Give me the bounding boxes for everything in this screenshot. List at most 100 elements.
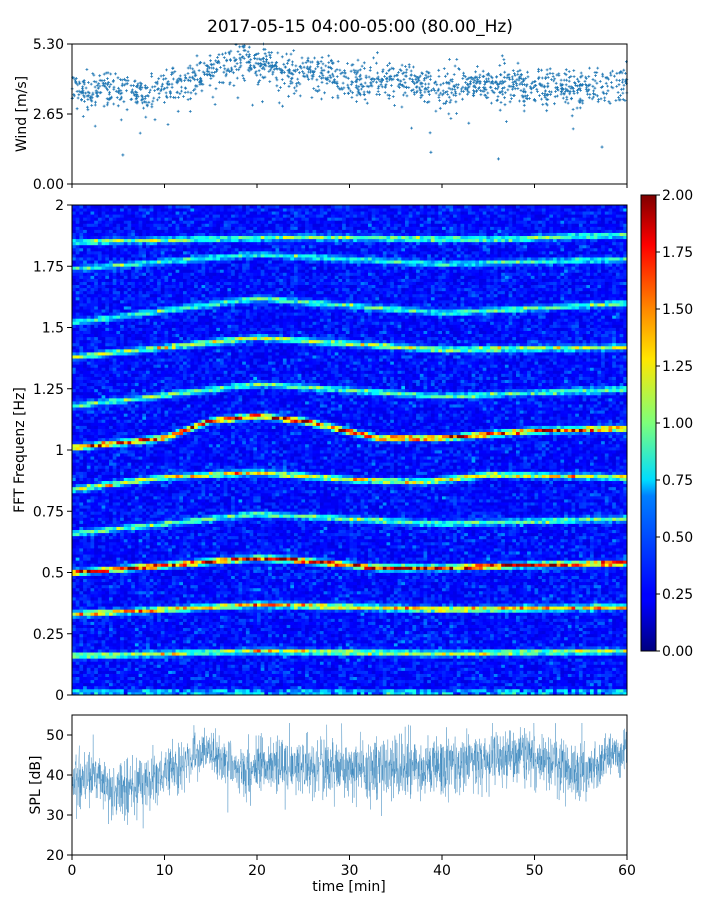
spectrogram-cell <box>142 327 147 331</box>
spectrogram-cell <box>75 352 80 356</box>
spectrogram-cell <box>149 422 154 426</box>
spectrogram-cell <box>142 511 147 515</box>
spectrogram-cell <box>153 388 158 393</box>
spectrogram-cell <box>149 266 154 270</box>
spectrogram-cell <box>83 572 88 576</box>
spectrogram-cell <box>79 489 84 494</box>
wind-axes-frame <box>71 43 628 185</box>
spectrogram-cell <box>120 554 125 558</box>
spectrogram-cell <box>142 388 147 393</box>
spectrogram-cell <box>149 658 154 662</box>
spectrogram-cell <box>146 639 151 644</box>
spectrogram-cell <box>90 572 95 576</box>
spectrogram-cell <box>149 312 154 316</box>
spectrogram-cell <box>116 615 121 619</box>
spectrogram-cell <box>149 679 154 684</box>
spectrogram-cell <box>175 676 180 681</box>
spectrogram-cell <box>86 306 91 310</box>
spectrogram-cell <box>164 376 169 380</box>
spectrogram-cell <box>72 587 77 592</box>
spectrogram-cell <box>175 422 180 426</box>
spectrogram-cell <box>79 679 84 684</box>
spectrogram-cell <box>142 333 147 338</box>
spectrogram-cell <box>183 220 188 224</box>
spectrogram-cell <box>72 673 77 678</box>
spectrogram-cell <box>75 600 80 604</box>
spectrogram-cell <box>120 450 125 454</box>
spectrogram-cell <box>120 551 125 555</box>
spectrogram-cell <box>83 520 88 524</box>
spectrogram-cell <box>175 205 180 209</box>
spectrogram-cell <box>142 548 147 552</box>
spectrogram-cell <box>116 385 121 390</box>
spectrogram-cell <box>134 658 139 662</box>
spectrogram-cell <box>134 348 139 353</box>
spectrogram-cell <box>160 217 165 221</box>
spectrogram-cell <box>131 652 136 656</box>
spectrogram-cell <box>123 630 128 635</box>
spectrogram-cell <box>79 685 84 690</box>
spectrogram-cell <box>142 642 147 647</box>
spectrogram-cell <box>90 535 95 540</box>
spectrogram-cell <box>183 548 188 552</box>
spectrogram-cell <box>146 615 151 619</box>
spectrogram-cell <box>168 394 173 399</box>
spectrogram-cell <box>179 410 184 414</box>
spectrogram-cell <box>112 208 117 212</box>
spectrogram-cell <box>97 471 102 475</box>
spectrogram-cell <box>134 502 139 506</box>
spectrogram-cell <box>168 269 173 273</box>
spectrogram-cell <box>134 425 139 429</box>
spectrogram-cell <box>168 624 173 629</box>
spectrogram-cell <box>120 652 125 656</box>
spectrogram-cell <box>120 425 125 429</box>
spectrogram-cell <box>83 462 88 466</box>
spectrogram-cell <box>79 355 84 359</box>
spectrogram-cell <box>86 309 91 313</box>
spectrogram-cell <box>79 462 84 466</box>
spectrogram-cell <box>86 394 91 399</box>
spectrogram-cell <box>175 511 180 515</box>
spectrogram-cell <box>94 309 99 313</box>
spectrogram-cell <box>109 597 114 601</box>
spectrogram-cell <box>146 446 151 451</box>
spectrogram-cell <box>79 646 84 650</box>
spectrogram-cell <box>134 538 139 543</box>
spectrogram-cell <box>97 541 102 546</box>
spectrogram-cell <box>168 682 173 687</box>
spectrogram-cell <box>149 652 154 656</box>
spectrogram-cell <box>142 293 147 298</box>
spectrogram-cell <box>175 428 180 433</box>
spectrogram-cell <box>157 345 162 350</box>
spectrogram-cell <box>153 468 158 472</box>
spectrogram-cell <box>146 495 151 500</box>
spectrogram-cell <box>79 303 84 307</box>
spectrogram-cell <box>79 278 84 282</box>
spectrogram-cell <box>175 649 180 653</box>
spectrogram-cell <box>75 379 80 384</box>
spectrogram-cell <box>153 465 158 469</box>
spectrogram-cell <box>138 511 143 515</box>
spectrogram-cell <box>138 306 143 310</box>
spectrogram-cell <box>160 529 165 534</box>
spectrogram-cell <box>131 642 136 647</box>
spectrogram-cell <box>171 609 176 613</box>
spectrogram-cell <box>112 495 117 500</box>
spectrogram-cell <box>142 220 147 224</box>
spectrogram-cell <box>179 646 184 650</box>
spectrogram-cell <box>183 425 188 429</box>
spectrogram-cell <box>116 673 121 678</box>
spectrogram-cell <box>131 673 136 678</box>
spectrogram-cell <box>101 355 106 359</box>
spectrogram-cell <box>79 205 84 209</box>
spectrogram-cell <box>142 590 147 595</box>
spectrogram-cell <box>86 263 91 267</box>
spectrogram-cell <box>75 382 80 387</box>
spectrogram-cell <box>183 303 188 307</box>
spectrogram-cell <box>123 667 128 671</box>
spectrogram-cell <box>168 431 173 436</box>
spectrogram-cell <box>112 642 117 647</box>
spectrogram-cell <box>171 603 176 607</box>
spectrogram-cell <box>90 446 95 451</box>
spectrogram-cell <box>149 456 154 460</box>
